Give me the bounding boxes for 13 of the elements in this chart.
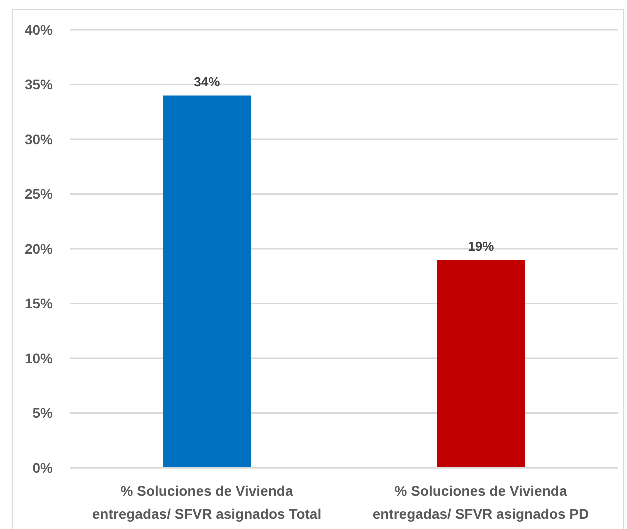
y-tick-label: 5% [32, 405, 54, 422]
data-label: 19% [468, 238, 495, 254]
x-tick-label: % Soluciones de Vivienda entregadas/ SFVR asignados PD [372, 482, 590, 522]
y-tick-label: 35% [24, 76, 54, 93]
y-tick-label: 15% [24, 296, 54, 312]
y-tick-label: 40% [24, 22, 54, 38]
y-tick-label: 25% [24, 186, 54, 202]
x-tick-label: % Soluciones de Vivienda entregadas/ SFVR asignados Total [92, 482, 322, 522]
y-tick-label: 20% [24, 240, 54, 257]
data-label: 34% [194, 74, 221, 90]
y-tick-label: 30% [24, 131, 54, 148]
y-tick-label: 10% [24, 350, 54, 366]
y-tick-label: 0% [32, 460, 54, 476]
